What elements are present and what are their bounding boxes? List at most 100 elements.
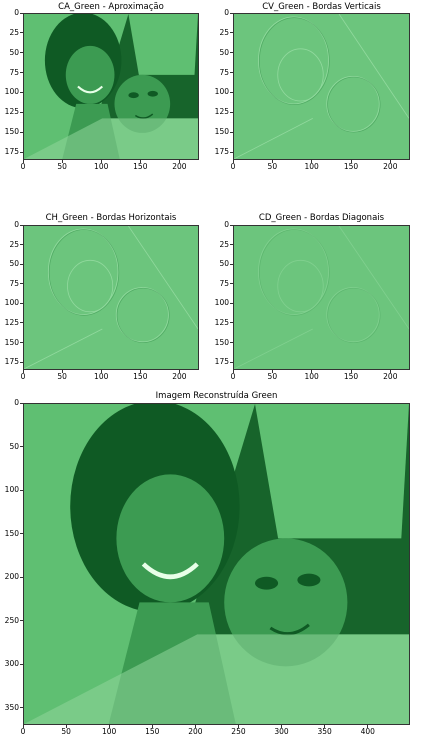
image-svg (234, 14, 409, 159)
edge-background (234, 226, 409, 369)
image-svg (24, 14, 198, 159)
light-top-area (128, 14, 198, 75)
x-tick-label: 350 (317, 727, 332, 736)
x-tick-mark (108, 725, 110, 728)
y-tick-mark (20, 576, 23, 578)
eye-right-1 (128, 92, 139, 99)
y-tick-mark (20, 489, 23, 491)
y-tick-label: 0 (14, 398, 19, 407)
x-tick-label: 100 (94, 162, 109, 171)
y-tick-mark (230, 131, 233, 133)
y-tick-mark (20, 32, 23, 34)
y-tick-label: 175 (214, 147, 229, 157)
image-svg (234, 226, 409, 369)
x-tick-mark (232, 370, 234, 373)
x-tick-mark (151, 725, 153, 728)
x-tick-label: 150 (133, 372, 148, 381)
image-area (23, 13, 199, 160)
y-tick-label: 100 (214, 87, 229, 97)
y-tick-label: 25 (9, 239, 19, 249)
x-tick-mark (350, 160, 352, 163)
panel-title: CD_Green - Bordas Diagonais (258, 213, 385, 223)
x-tick-mark (100, 160, 102, 163)
edge-background (24, 226, 198, 369)
x-tick-label: 200 (383, 372, 398, 381)
x-tick-mark (311, 160, 313, 163)
y-tick-label: 25 (9, 27, 19, 37)
y-tick-mark (20, 244, 23, 246)
smile-right (269, 623, 310, 636)
y-tick-mark (20, 620, 23, 622)
y-tick-label: 75 (219, 67, 229, 77)
x-tick-label: 100 (94, 372, 109, 381)
y-tick-label: 175 (4, 357, 19, 367)
x-tick-label: 150 (133, 162, 148, 171)
x-tick-label: 100 (304, 372, 319, 381)
y-tick-label: 25 (219, 27, 229, 37)
x-tick-label: 50 (267, 162, 278, 171)
light-lower-area (24, 634, 409, 724)
x-tick-label: 150 (145, 727, 160, 736)
x-tick-label: 150 (343, 162, 359, 171)
x-tick-mark (232, 160, 234, 163)
eye-right-2 (147, 90, 158, 97)
y-tick-label: 125 (4, 317, 19, 327)
y-tick-label: 100 (4, 87, 19, 97)
y-tick-label: 100 (4, 485, 19, 495)
y-tick-mark (230, 224, 233, 226)
y-tick-mark (20, 111, 23, 113)
y-tick-label: 0 (224, 8, 229, 17)
y-tick-mark (20, 131, 23, 133)
y-tick-label: 0 (14, 220, 19, 229)
x-tick-label: 0 (230, 372, 236, 381)
y-tick-mark (20, 302, 23, 304)
y-tick-label: 100 (214, 298, 229, 308)
x-tick-mark (311, 370, 313, 373)
x-tick-mark (22, 160, 24, 163)
x-tick-label: 200 (172, 372, 187, 381)
y-tick-mark (230, 322, 233, 324)
eye-right-1 (255, 576, 279, 590)
x-tick-label: 400 (360, 727, 375, 736)
x-tick-mark (389, 370, 391, 373)
x-tick-mark (139, 370, 141, 373)
y-tick-mark (230, 244, 233, 246)
y-tick-mark (20, 12, 23, 14)
x-tick-label: 150 (343, 372, 359, 381)
y-tick-label: 125 (4, 107, 19, 117)
x-tick-mark (61, 160, 63, 163)
y-tick-mark (20, 263, 23, 265)
y-tick-mark (20, 707, 23, 709)
x-tick-label: 50 (267, 372, 278, 381)
y-tick-label: 0 (14, 8, 19, 17)
y-tick-mark (20, 663, 23, 665)
edge-shadow-lines (259, 17, 381, 133)
image-area (233, 13, 410, 160)
x-tick-label: 300 (274, 727, 289, 736)
y-tick-mark (230, 12, 233, 14)
x-tick-label: 0 (20, 162, 26, 171)
y-tick-label: 125 (214, 317, 229, 327)
x-tick-label: 250 (231, 727, 246, 736)
edge-lines (234, 14, 409, 159)
y-tick-mark (20, 533, 23, 535)
y-tick-label: 150 (214, 127, 229, 137)
panel-title: CV_Green - Bordas Verticais (262, 2, 381, 12)
edge-lines (234, 226, 409, 369)
face-right (114, 74, 171, 133)
smile-left (77, 85, 104, 94)
y-tick-label: 25 (219, 239, 229, 249)
y-tick-mark (20, 52, 23, 54)
y-tick-label: 250 (4, 615, 19, 625)
x-tick-mark (350, 370, 352, 373)
x-tick-label: 0 (230, 162, 236, 171)
y-tick-mark (230, 361, 233, 363)
y-tick-label: 50 (9, 47, 19, 57)
x-tick-label: 100 (304, 162, 319, 171)
y-tick-mark (20, 224, 23, 226)
edge-shadow-lines (259, 229, 381, 343)
y-tick-label: 175 (214, 357, 229, 367)
y-tick-mark (230, 342, 233, 344)
image-area (23, 225, 199, 370)
x-tick-mark (100, 370, 102, 373)
